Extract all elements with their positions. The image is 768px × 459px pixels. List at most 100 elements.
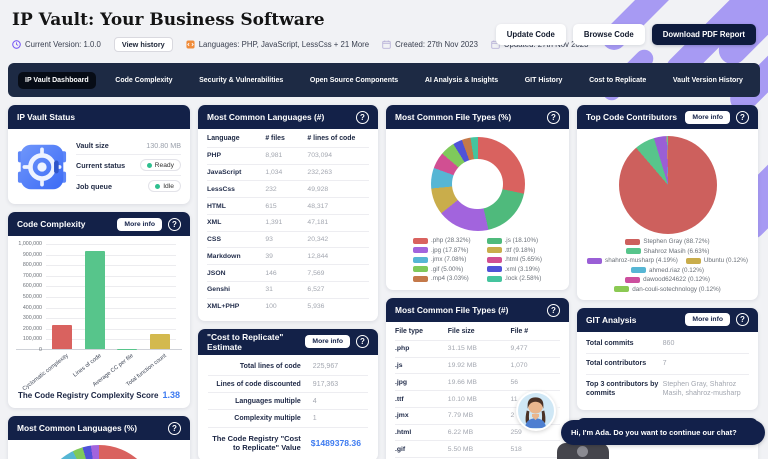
nav-tab[interactable]: Open Source Components — [309, 76, 399, 84]
help-icon[interactable]: ? — [168, 421, 181, 435]
legend-label: ahmed.riaz (0.12%) — [649, 266, 704, 274]
help-icon[interactable]: ? — [356, 335, 369, 349]
row-value: 232,263 — [307, 168, 332, 176]
table-row: JavaScript 1,034 232,263 — [207, 165, 369, 182]
help-icon[interactable]: ? — [168, 217, 181, 231]
row-value: 20,342 — [307, 236, 329, 244]
more-info-button[interactable]: More info — [117, 217, 162, 231]
cost-value: 1 — [312, 414, 317, 422]
help-icon[interactable]: ? — [356, 110, 369, 124]
languages-info: Languages: PHP, JavaScript, LessCss + 21… — [186, 40, 369, 49]
legend-item: .xml (3.19%) — [486, 265, 542, 273]
languages-percent-card: Most Common Languages (%) ? — [8, 416, 190, 459]
nav-tab[interactable]: Cost to Replicate — [589, 76, 647, 84]
more-info-button[interactable]: More info — [305, 335, 350, 349]
table-row: JSON 146 7,569 — [207, 265, 369, 283]
nav-tab[interactable]: Vault Version History — [672, 76, 743, 84]
legend-swatch — [412, 266, 428, 272]
page-header: IP Vault: Your Business Software Current… — [0, 0, 768, 52]
nav-tab[interactable]: GIT History — [524, 76, 563, 84]
gridline — [46, 307, 176, 309]
update-code-button[interactable]: Update Code — [495, 24, 566, 45]
cost-value: 4 — [312, 397, 317, 405]
status-value: 130.80 MB — [146, 141, 181, 150]
languages-label: Languages: PHP, JavaScript, LessCss + 21… — [198, 40, 370, 49]
card-header: Top Code Contributors More info ? — [577, 105, 758, 129]
table-row: .gif 5.50 MB 518 — [395, 441, 560, 459]
more-info-button[interactable]: More info — [685, 110, 730, 124]
nav-tab[interactable]: IP Vault Dashboard — [18, 71, 96, 89]
legend-label: .xml (3.19%) — [504, 265, 540, 273]
nav-tabs: IP Vault Dashboard Code Complexity Securit… — [8, 63, 760, 97]
git-label: Top 3 contributors by commits — [586, 379, 659, 398]
card-title: Most Common Languages (%) — [17, 423, 138, 433]
clock-icon — [12, 40, 21, 49]
cost-value: $1489378.36 — [310, 438, 361, 449]
cost-label: Total lines of code — [239, 363, 301, 371]
download-pdf-report-button[interactable]: Download PDF Report — [651, 24, 756, 45]
cost-final-row: The Code Registry "Cost to Replicate" Va… — [208, 428, 368, 456]
card-header: "Cost to Replicate" Estimate More info ? — [198, 328, 378, 355]
nav-tab[interactable]: Code Complexity — [115, 76, 173, 84]
cost-value-label: The Code Registry "Cost to Replicate" Va… — [212, 433, 301, 453]
help-icon[interactable]: ? — [547, 303, 560, 317]
table-header-row: File type File size File # — [395, 324, 560, 341]
legend-item: Stephen Gray (88.72%) — [625, 238, 710, 245]
vault-safe-icon — [17, 144, 67, 189]
row-label: .jmx — [395, 412, 409, 420]
legend-item: .js (18.10%) — [486, 237, 542, 244]
row-value: 31 — [265, 286, 273, 294]
chat-assistant-avatar[interactable] — [516, 391, 556, 431]
help-icon[interactable]: ? — [547, 110, 560, 124]
legend-swatch — [587, 257, 603, 264]
chat-message-bubble[interactable]: Hi, I'm Ada. Do you want to continue our… — [561, 420, 765, 445]
help-icon[interactable]: ? — [736, 110, 749, 124]
browse-code-button[interactable]: Browse Code — [572, 24, 645, 45]
y-tick-label: 1,000,000 — [18, 241, 42, 247]
row-value: 19.92 MB — [447, 361, 477, 369]
table-row: .jmx 7.79 MB 2 — [395, 408, 560, 425]
git-analysis-card: GIT Analysis More info ? Total commits 86… — [577, 307, 758, 410]
nav-tab[interactable]: AI Analysis & Insights — [424, 76, 499, 84]
table-row: Genshi 31 6,527 — [207, 282, 369, 299]
legend-label: .jmx (7.08%) — [430, 256, 467, 263]
legend-swatch — [625, 276, 641, 283]
card-header: GIT Analysis More info ? — [577, 307, 758, 332]
y-tick-label: 0 — [39, 347, 42, 353]
row-value: 615 — [265, 202, 277, 210]
file-types-percent-card: Most Common File Types (%) ? .php (28.32… — [386, 105, 569, 290]
filetypes-table-body: File type File size File # .php 31.15 MB 9,47… — [386, 322, 569, 459]
row-value: 7.79 MB — [447, 412, 474, 420]
view-history-button[interactable]: View history — [113, 37, 173, 52]
help-icon[interactable]: ? — [736, 313, 749, 326]
table-row: XML 1,391 47,181 — [207, 215, 369, 232]
row-label: JSON — [207, 269, 226, 277]
main-content: IP Vault Status — [8, 105, 760, 459]
row-value: 31.15 MB — [447, 345, 477, 353]
contributors-legend: Stephen Gray (88.72%) Shahroz Masih (6.63… — [577, 237, 758, 300]
legend-item: .gif (5.00%) — [412, 266, 471, 273]
y-tick-label: 700,000 — [22, 272, 42, 279]
legend-swatch — [486, 256, 502, 263]
legend-item: .php (28.32%) — [412, 237, 471, 244]
git-value: 7 — [662, 359, 667, 368]
contributors-pie — [618, 136, 717, 234]
nav-tab[interactable]: Security & Vulnerabilities — [199, 76, 284, 84]
cost-value: 917,363 — [312, 380, 339, 388]
y-tick-label: 900,000 — [22, 251, 42, 258]
gridline — [46, 318, 176, 320]
version-info: Current Version: 1.0.0 — [12, 40, 101, 49]
gridline — [46, 254, 176, 256]
git-value: Stephen Gray, Shahroz Masih, shahroz-mus… — [662, 379, 741, 398]
card-title: GIT Analysis — [586, 314, 637, 325]
status-value: Idle — [163, 182, 174, 190]
row-label: LessCss — [207, 185, 235, 193]
row-value: 5.50 MB — [447, 445, 474, 453]
card-title: Most Common File Types (%) — [395, 112, 512, 122]
legend-label: .html (5.65%) — [504, 256, 542, 263]
cost-label: Complexity multiple — [234, 414, 301, 422]
legend-item: .ttf (9.18%) — [486, 247, 542, 254]
gridline — [46, 328, 176, 330]
more-info-button[interactable]: More info — [685, 313, 730, 326]
card-title: Most Common Languages (#) — [207, 112, 325, 122]
